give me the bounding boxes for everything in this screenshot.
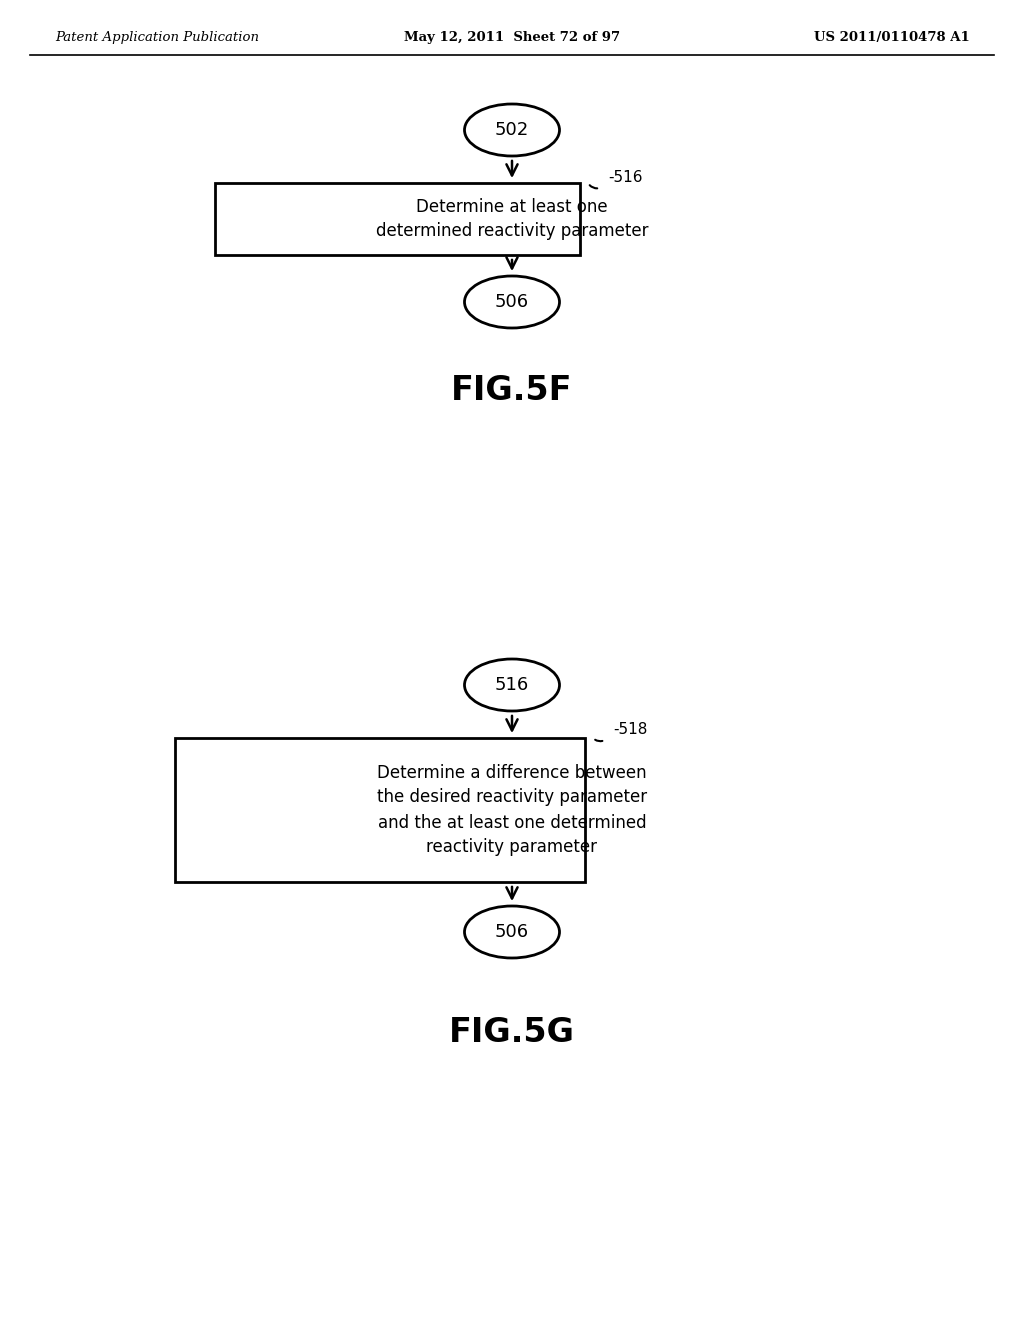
Text: -516: -516 <box>608 170 642 186</box>
Text: Patent Application Publication: Patent Application Publication <box>55 32 259 45</box>
Text: 502: 502 <box>495 121 529 139</box>
Text: May 12, 2011  Sheet 72 of 97: May 12, 2011 Sheet 72 of 97 <box>403 32 621 45</box>
Text: 506: 506 <box>495 923 529 941</box>
Text: Determine at least one
determined reactivity parameter: Determine at least one determined reacti… <box>376 198 648 240</box>
Text: 516: 516 <box>495 676 529 694</box>
Text: US 2011/0110478 A1: US 2011/0110478 A1 <box>814 32 970 45</box>
Bar <box>175 738 585 882</box>
Text: FIG.5F: FIG.5F <box>452 374 572 407</box>
Text: -518: -518 <box>613 722 647 738</box>
Bar <box>215 183 580 255</box>
Text: Determine a difference between
the desired reactivity parameter
and the at least: Determine a difference between the desir… <box>377 763 647 857</box>
Text: FIG.5G: FIG.5G <box>449 1015 575 1048</box>
Text: 506: 506 <box>495 293 529 312</box>
